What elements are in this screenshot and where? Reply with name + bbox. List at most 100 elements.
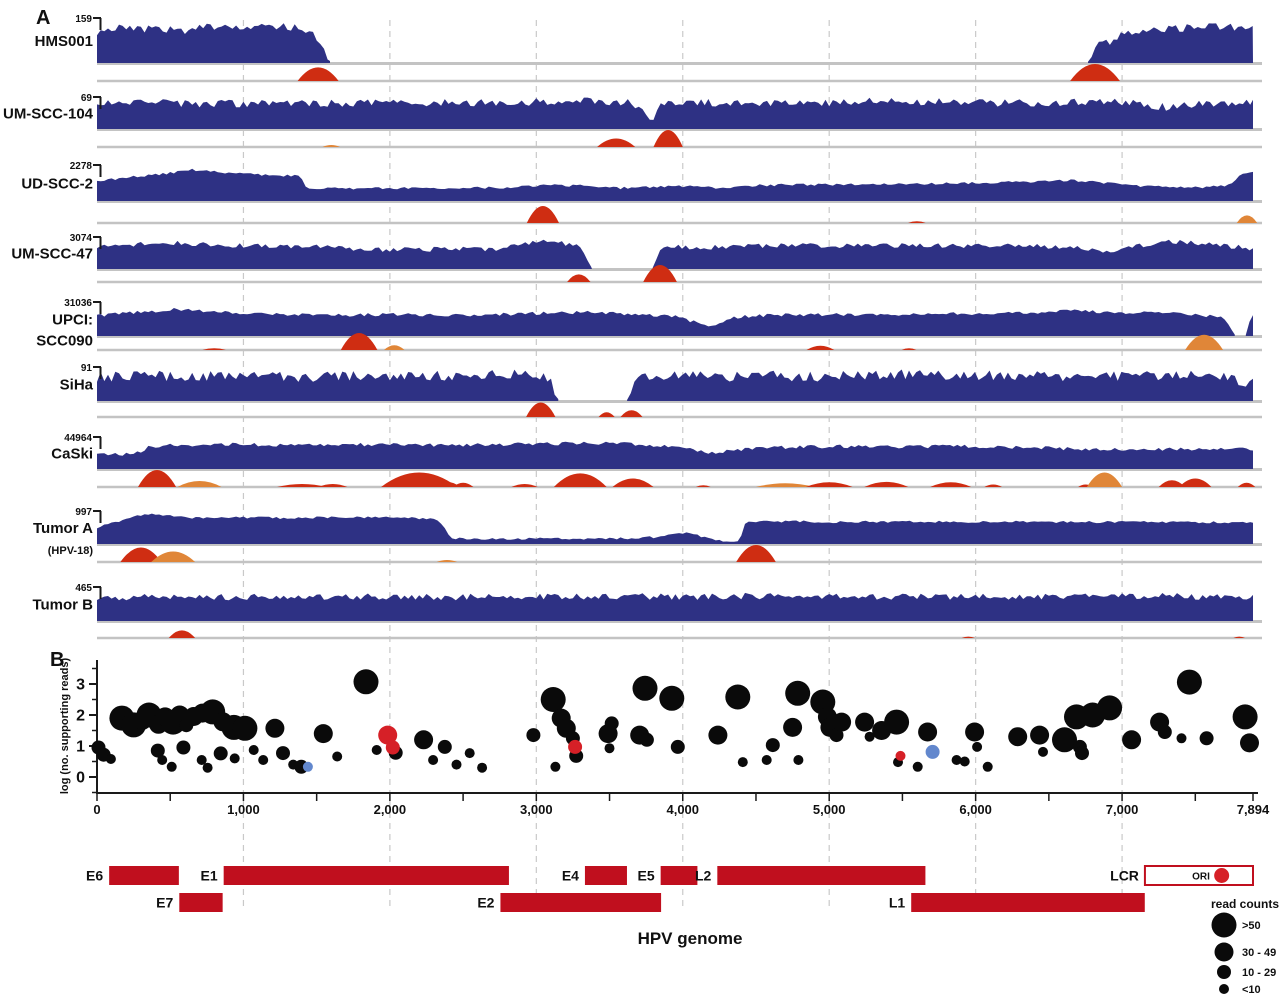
track-max-value: 44964 (64, 433, 92, 444)
x-tick-label: 6,000 (959, 802, 992, 817)
discordant-peak (756, 483, 815, 487)
discordant-peak (864, 481, 909, 487)
breakpoint-dot (232, 715, 258, 741)
breakpoint-dot (464, 748, 475, 759)
breakpoint-dot (832, 712, 852, 732)
track-label: UM-SCC-47 (11, 246, 93, 263)
breakpoint-dot (761, 755, 772, 765)
legend-item-label: 10 - 29 (1242, 967, 1276, 979)
gene-label: L1 (889, 895, 906, 911)
breakpoint-dot (540, 687, 566, 712)
breakpoint-dot (912, 761, 923, 772)
breakpoint-dot (378, 725, 398, 745)
discordant-peak (384, 345, 405, 350)
breakpoint-dot (1052, 727, 1077, 753)
discordant-peak (1086, 472, 1123, 487)
ori-label: ORI (1192, 872, 1210, 883)
y-tick-label: 3 (76, 677, 85, 694)
breakpoint-dot (725, 684, 751, 710)
gene-label: E2 (477, 895, 494, 911)
breakpoint-dot (1240, 733, 1259, 753)
legend-dot (1211, 912, 1237, 938)
breakpoint-dot (526, 728, 541, 743)
breakpoint-dot (437, 739, 452, 754)
breakpoint-dot (895, 750, 906, 761)
breakpoint-dot (1122, 730, 1142, 750)
track-label: CaSki (51, 446, 93, 463)
gene-bar-E4 (584, 866, 627, 885)
coverage-area-CaSki (97, 441, 1253, 469)
discordant-peak (138, 470, 177, 487)
discordant-peak (168, 630, 196, 638)
track-label: UM-SCC-104 (3, 106, 94, 123)
breakpoint-dot (1176, 669, 1202, 695)
legend-dot (1219, 984, 1229, 994)
gene-bar-L1 (911, 893, 1145, 912)
breakpoint-dot (568, 739, 583, 754)
track-max-value: 2278 (70, 161, 93, 172)
gene-bar-E7 (179, 893, 223, 912)
gene-label: E5 (638, 868, 655, 884)
legend-dot (1214, 942, 1234, 962)
discordant-peak (120, 547, 162, 562)
coverage-area-UPCI (97, 308, 1235, 336)
discordant-peak (526, 402, 556, 417)
x-tick-label: 3,000 (520, 802, 553, 817)
discordant-peak (695, 485, 711, 487)
breakpoint-dot (972, 741, 983, 752)
gene-label: L2 (695, 868, 712, 884)
discordant-peak (806, 345, 835, 350)
coverage-area-TumorB (97, 592, 1253, 621)
breakpoint-dot (196, 755, 207, 765)
x-tick-label: 5,000 (813, 802, 846, 817)
y-axis-title: log (no. supporting reads) (59, 658, 71, 795)
breakpoint-dot (248, 745, 259, 755)
breakpoint-dot (1232, 704, 1258, 730)
breakpoint-dot (951, 755, 962, 765)
x-tick-label: 7,000 (1106, 802, 1139, 817)
discordant-peak (340, 333, 378, 350)
x-tick-label: 1,000 (227, 802, 260, 817)
breakpoint-dot (213, 746, 228, 761)
track-label: SiHa (60, 377, 94, 394)
breakpoint-dot (166, 761, 177, 772)
discordant-peak (736, 545, 776, 562)
breakpoint-dot (864, 731, 875, 742)
breakpoint-dot (371, 745, 382, 755)
breakpoint-dot (176, 740, 191, 755)
track-label: Tumor B (32, 597, 93, 614)
gene-bar-E5 (660, 866, 698, 885)
track-label-line2: SCC090 (36, 333, 93, 350)
breakpoint-dot (982, 761, 993, 772)
track-max-value: 465 (75, 583, 92, 594)
discordant-peak (1236, 215, 1258, 223)
discordant-peak (526, 206, 559, 223)
breakpoint-dot (385, 740, 400, 755)
track-max-value: 997 (75, 507, 92, 518)
track-label-line2: (HPV-18) (48, 545, 94, 557)
discordant-peak (567, 274, 591, 282)
breakpoint-dot (918, 722, 938, 742)
gene-bar-E1 (223, 866, 509, 885)
breakpoint-dot (604, 743, 615, 754)
breakpoint-dot (829, 728, 844, 743)
breakpoint-dot (639, 732, 654, 747)
y-tick-label: 1 (76, 739, 85, 756)
discordant-peak (653, 130, 683, 147)
breakpoint-dot (1075, 746, 1089, 761)
breakpoint-dot (604, 716, 619, 731)
breakpoint-dot (783, 717, 803, 737)
coverage-area-HMS001 (1088, 23, 1253, 63)
breakpoint-dot (1008, 727, 1028, 747)
discordant-peak (297, 67, 339, 81)
breakpoint-dot (229, 753, 240, 764)
panel-b-label: B (50, 649, 64, 671)
breakpoint-dot (965, 722, 985, 742)
ori-breakpoint-dot (1214, 868, 1230, 883)
breakpoint-dot (632, 675, 658, 701)
breakpoint-dot (428, 755, 439, 765)
breakpoint-dot (785, 680, 811, 706)
y-tick-label: 2 (76, 708, 85, 725)
breakpoint-dot (959, 756, 970, 767)
discordant-peak (318, 483, 348, 487)
